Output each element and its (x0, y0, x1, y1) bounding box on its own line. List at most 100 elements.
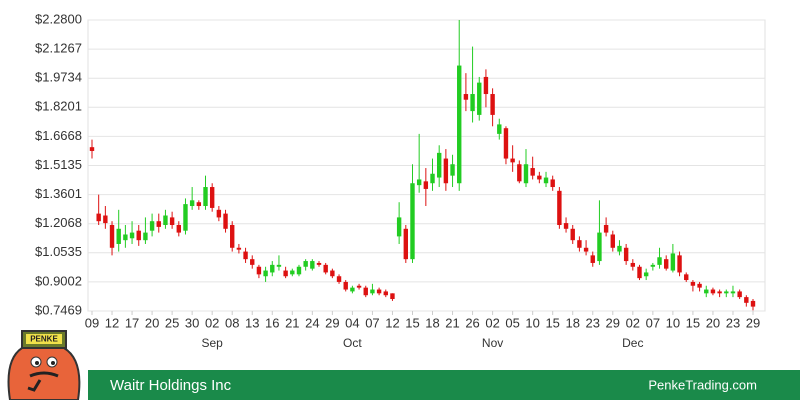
candle-body (323, 264, 328, 273)
candle-body (250, 259, 255, 265)
y-tick-label: $1.8201 (35, 99, 82, 114)
candle-body (169, 217, 175, 225)
candle-body (724, 291, 729, 294)
candle-body (684, 274, 689, 281)
x-tick-label: 29 (325, 315, 339, 330)
candle-body (650, 264, 656, 267)
x-tick-label: 18 (425, 315, 439, 330)
x-tick-label: 10 (525, 315, 539, 330)
x-tick-label: 15 (545, 315, 559, 330)
logo-pupil (51, 361, 55, 365)
x-tick-label: 02 (485, 315, 499, 330)
x-tick-label: 30 (185, 315, 199, 330)
candle-body (623, 247, 629, 262)
candle-body (209, 187, 215, 208)
x-tick-label: 18 (565, 315, 579, 330)
candle-body (143, 232, 148, 241)
x-tick-label: 12 (105, 315, 119, 330)
candle-body (463, 94, 469, 100)
candle-body (136, 230, 141, 241)
candle-body (750, 300, 756, 307)
candle-body (597, 232, 602, 262)
x-tick-label: 10 (666, 315, 680, 330)
candle-body (710, 289, 716, 294)
candle-body (396, 217, 402, 237)
candle-body (450, 164, 455, 176)
candle-body (457, 65, 462, 184)
candle-body (363, 287, 368, 296)
candle-body (156, 221, 161, 227)
y-tick-label: $1.5135 (35, 157, 82, 172)
candle-body (730, 291, 736, 294)
candle-body (303, 261, 308, 267)
candle-body (503, 128, 509, 159)
candle-body (477, 82, 482, 115)
candle-body (410, 183, 415, 260)
y-tick-label: $2.2800 (35, 11, 82, 26)
y-tick-label: $1.2068 (35, 215, 82, 230)
site-name[interactable]: PenkeTrading.com (648, 377, 757, 392)
x-tick-label: 07 (646, 315, 660, 330)
candle-body (670, 253, 676, 271)
candle-body (657, 257, 662, 265)
candle-body (109, 224, 115, 248)
candle-body (296, 266, 302, 275)
candle-body (630, 262, 636, 267)
candle-body (263, 270, 268, 277)
candle-body (590, 255, 595, 263)
candle-body (189, 200, 195, 207)
x-tick-label: 07 (365, 315, 379, 330)
candle-body (677, 255, 682, 273)
month-label: Sep (202, 336, 224, 350)
y-tick-label: $1.9734 (35, 70, 82, 85)
candle-body (350, 287, 355, 292)
candle-body (517, 164, 522, 182)
candle-body (103, 215, 108, 224)
candle-body (664, 259, 669, 269)
candle-body (129, 232, 135, 239)
company-name: Waitr Holdings Inc (110, 377, 232, 394)
x-tick-label: 15 (405, 315, 419, 330)
candle-body (563, 223, 569, 229)
candle-body (436, 152, 442, 178)
candle-body (430, 173, 435, 184)
candle-body (310, 261, 315, 269)
x-tick-label: 17 (125, 315, 139, 330)
x-tick-label: 12 (385, 315, 399, 330)
x-tick-label: 02 (205, 315, 219, 330)
candle-body (483, 76, 489, 95)
candle-body (717, 291, 722, 294)
candle-body (443, 158, 449, 184)
candle-body (603, 224, 609, 233)
logo-pipe (27, 379, 42, 392)
candle-body (610, 234, 615, 248)
x-tick-label: 08 (225, 315, 239, 330)
x-tick-label: 09 (85, 315, 99, 330)
candle-body (256, 266, 262, 275)
x-tick-label: 23 (586, 315, 600, 330)
candle-body (510, 158, 515, 163)
candle-body (523, 164, 529, 184)
month-label: Nov (482, 336, 503, 350)
candle-body (336, 276, 342, 282)
y-tick-label: $1.0535 (35, 244, 82, 259)
logo-mustache (29, 371, 59, 378)
candle-body (203, 187, 208, 207)
logo-pupil (35, 361, 39, 365)
logo: PENKE (7, 330, 81, 400)
footer-bar (88, 370, 800, 400)
x-tick-label: 13 (245, 315, 259, 330)
month-label: Oct (343, 336, 362, 350)
x-tick-label: 21 (445, 315, 459, 330)
candles (89, 20, 756, 311)
x-tick-label: 21 (285, 315, 299, 330)
x-tick-label: 25 (165, 315, 179, 330)
x-tick-label: 15 (686, 315, 700, 330)
candle-body (370, 289, 375, 294)
y-tick-label: $1.6668 (35, 128, 82, 143)
candle-body (216, 209, 222, 218)
candle-body (176, 224, 181, 233)
x-tick-label: 16 (265, 315, 279, 330)
candle-body (116, 228, 121, 244)
candle-body (423, 181, 429, 189)
